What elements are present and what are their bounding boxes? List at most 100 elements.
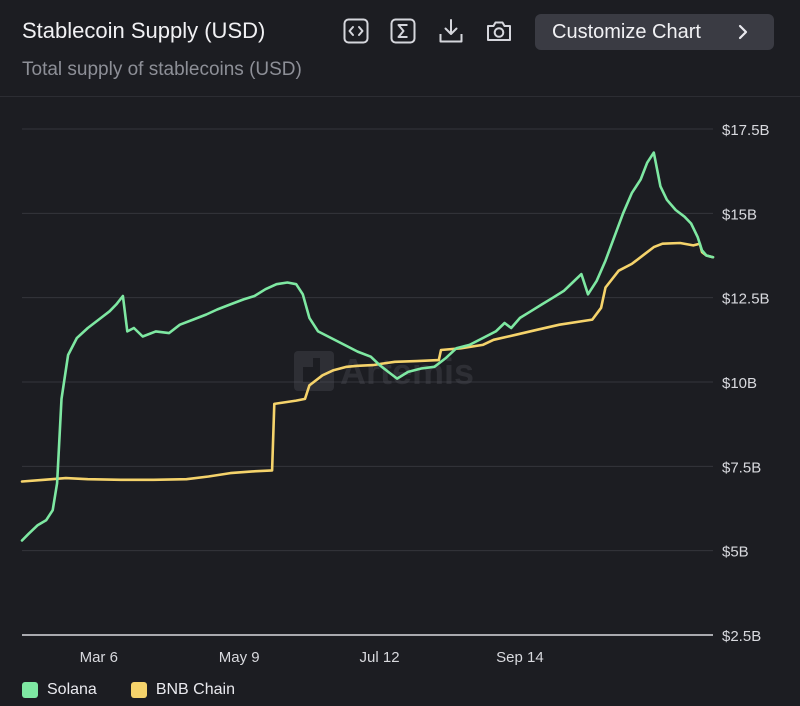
line-chart: Artemis $17.5B$15B$12.5B$10B$7.5B$5B$2.5… (20, 122, 770, 666)
legend-label-solana: Solana (47, 681, 97, 698)
data-point-bnb-chain (600, 306, 602, 309)
data-point-bnb-chain (644, 252, 646, 255)
data-point-solana (205, 313, 208, 316)
data-point-solana (503, 322, 506, 324)
legend-label-bnb-chain: BNB Chain (155, 681, 235, 698)
embed-button[interactable] (341, 16, 371, 46)
data-point-solana (530, 310, 532, 313)
data-point-bnb-chain (229, 472, 232, 474)
data-point-solana (571, 281, 574, 284)
data-point-solana (595, 279, 598, 282)
screenshot-button[interactable] (484, 16, 514, 46)
data-point-solana (108, 310, 111, 313)
data-point-solana (420, 367, 423, 370)
data-point-solana (562, 290, 565, 292)
x-tick-label: Mar 6 (80, 649, 118, 666)
data-point-solana (343, 344, 346, 346)
data-point-bnb-chain (679, 242, 681, 244)
data-point-solana (659, 185, 662, 188)
data-point-solana (141, 335, 144, 338)
legend-item-solana[interactable]: Solana (22, 681, 97, 699)
data-point-solana (21, 539, 23, 542)
data-point-solana (369, 355, 372, 358)
download-icon (439, 19, 463, 43)
data-point-bnb-chain (481, 344, 484, 346)
data-point-solana (36, 524, 39, 527)
legend-swatch-bnb-chain (130, 682, 147, 698)
data-point-bnb-chain (345, 365, 348, 368)
data-point-bnb-chain (383, 362, 385, 365)
data-point-solana (481, 337, 484, 339)
data-point-solana (242, 298, 245, 301)
chevron-right-icon (738, 24, 748, 40)
data-point-solana (468, 344, 471, 346)
data-point-bnb-chain (372, 364, 374, 366)
data-point-bnb-chain (536, 328, 539, 331)
data-point-solana (168, 332, 170, 334)
data-point-solana (56, 482, 58, 485)
data-point-bnb-chain (308, 384, 311, 387)
data-point-bnb-chain (304, 398, 306, 400)
data-point-solana (264, 288, 267, 291)
data-point-solana (286, 281, 289, 284)
chart-header: Stablecoin Supply (USD) Total supply of … (0, 0, 800, 96)
data-point-solana (510, 327, 513, 329)
data-point-solana (622, 212, 624, 215)
data-point-solana (330, 337, 333, 339)
data-point-solana (701, 249, 703, 252)
data-point-solana (407, 371, 409, 373)
y-tick-label: $7.5B (722, 459, 761, 476)
sum-button[interactable] (388, 16, 418, 46)
data-point-solana (133, 327, 135, 329)
x-tick-label: Sep 14 (496, 649, 544, 666)
data-point-bnb-chain (332, 369, 335, 372)
data-point-bnb-chain (514, 333, 517, 336)
data-point-solana (356, 350, 359, 353)
data-point-solana (696, 236, 699, 238)
series-line-solana (20, 151, 715, 542)
data-point-bnb-chain (604, 286, 607, 289)
x-tick-label: Jul 12 (360, 649, 400, 666)
x-tick-label: May 9 (219, 649, 260, 666)
data-point-solana (60, 398, 63, 400)
data-point-solana (100, 317, 102, 319)
data-point-solana (683, 215, 686, 218)
chart-title: Stablecoin Supply (USD) (22, 18, 266, 43)
y-tick-label: $12.5B (722, 291, 770, 308)
customize-chart-label: Customize Chart (552, 20, 701, 43)
sum-icon (390, 18, 416, 44)
data-point-solana (301, 293, 304, 296)
data-point-solana (86, 327, 89, 329)
data-point-bnb-chain (630, 263, 633, 265)
chart-area: Artemis $17.5B $15B $12.5B $10B $7.5B $5B $2.5… (0, 97, 800, 669)
data-point-solana (192, 318, 195, 321)
data-point-solana (308, 317, 311, 319)
y-tick-label: $10B (722, 375, 757, 392)
data-point-bnb-chain (416, 360, 418, 362)
data-point-solana (541, 303, 543, 306)
data-point-solana (387, 371, 390, 373)
data-point-bnb-chain (492, 338, 495, 341)
data-point-solana (646, 161, 649, 164)
y-tick-label: $17.5B (722, 122, 770, 139)
data-point-solana (674, 209, 677, 211)
data-point-solana (587, 293, 589, 296)
customize-chart-button[interactable]: Customize Chart (535, 14, 774, 50)
data-point-bnb-chain (185, 478, 188, 481)
y-tick-label: $2.5B (722, 628, 761, 645)
data-point-bnb-chain (661, 242, 664, 245)
download-button[interactable] (436, 16, 466, 46)
data-point-solana (27, 532, 30, 535)
data-point-solana (253, 295, 256, 297)
data-point-solana (67, 354, 69, 356)
data-point-solana (154, 330, 157, 333)
data-point-solana (216, 308, 219, 311)
data-point-solana (494, 330, 497, 333)
legend-item-bnb-chain[interactable]: BNB Chain (130, 681, 235, 699)
data-point-bnb-chain (652, 246, 655, 249)
data-point-solana (613, 236, 616, 238)
data-point-bnb-chain (271, 469, 273, 472)
chart-subtitle: Total supply of stablecoins (USD) (22, 59, 302, 80)
data-point-solana (652, 151, 655, 154)
header-divider (0, 96, 800, 97)
